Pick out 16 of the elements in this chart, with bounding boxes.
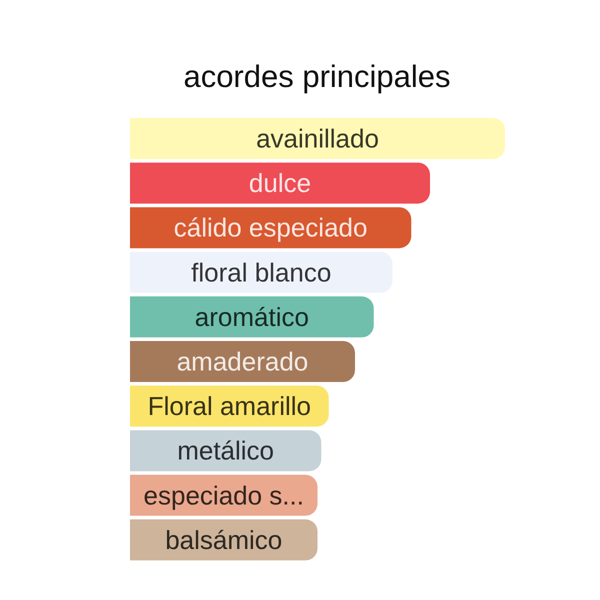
y-tick-label: floral blanco bbox=[191, 257, 332, 288]
bar bbox=[130, 162, 430, 204]
y-tick-label: Floral amarillo bbox=[148, 391, 312, 422]
bar bbox=[130, 118, 505, 159]
chart-title: acordes principales bbox=[182, 58, 452, 96]
bar bbox=[130, 430, 322, 472]
y-tick-label: aromático bbox=[194, 302, 309, 332]
y-tick-label: especiado s... bbox=[144, 480, 304, 510]
y-tick-label: balsámico bbox=[165, 524, 282, 555]
y-tick-label: metálico bbox=[177, 436, 274, 466]
y-tick-label: cálido especiado bbox=[174, 212, 368, 243]
y-tick-label: dulce bbox=[248, 168, 312, 198]
bar bbox=[130, 341, 355, 382]
bar bbox=[130, 296, 374, 338]
y-tick-label: amaderado bbox=[176, 346, 308, 376]
y-tick-label: avainillado bbox=[256, 124, 379, 154]
